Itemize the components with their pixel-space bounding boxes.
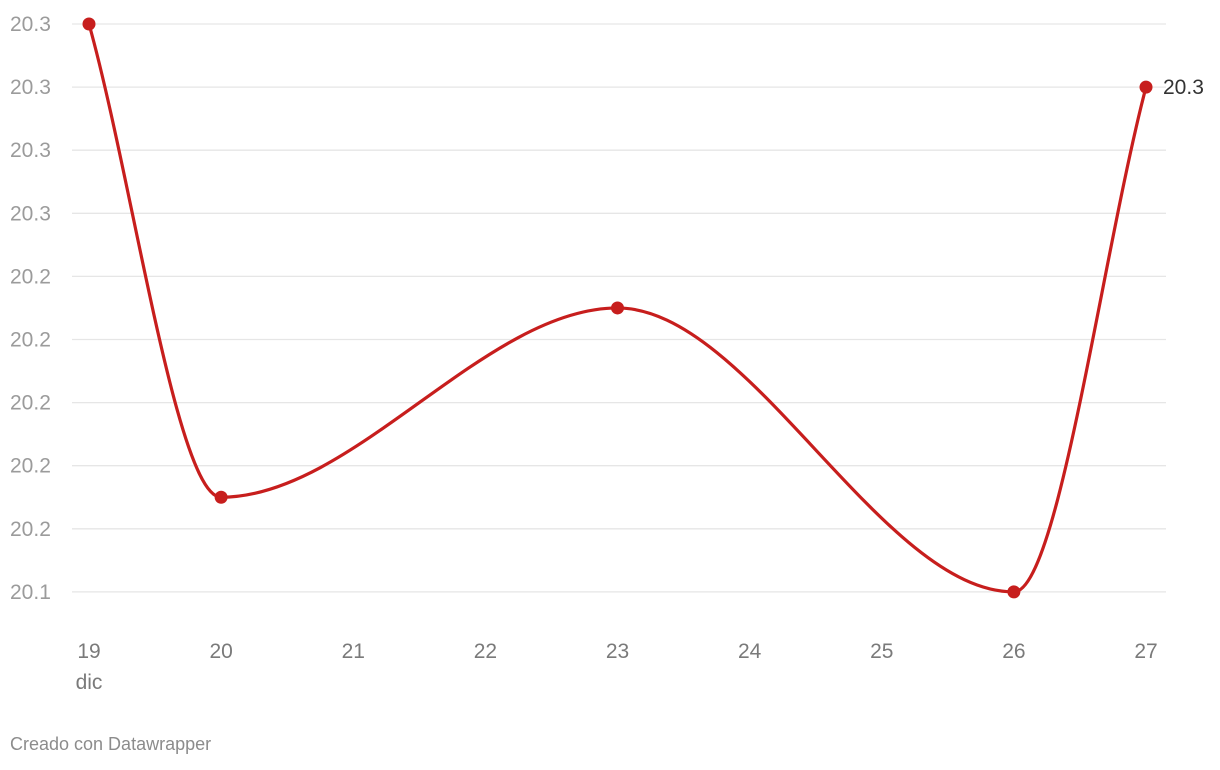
x-tick-label: 26 <box>1002 640 1025 663</box>
last-value-label: 20.3 <box>1163 76 1204 99</box>
data-point[interactable] <box>1007 585 1021 599</box>
y-tick-label: 20.2 <box>10 518 51 541</box>
x-tick-label: 22 <box>474 640 497 663</box>
x-tick-label: 21 <box>342 640 365 663</box>
data-point[interactable] <box>611 301 624 315</box>
y-tick-label: 20.3 <box>10 139 51 162</box>
x-axis-ticks: 19 20 21 22 23 24 25 26 27 dic <box>76 640 1158 694</box>
x-tick-label: 20 <box>209 640 232 663</box>
data-point[interactable] <box>214 490 228 504</box>
series-line <box>87 22 1148 594</box>
y-tick-label: 20.3 <box>10 76 51 99</box>
y-tick-label: 20.2 <box>10 265 51 288</box>
x-tick-label: 27 <box>1134 640 1157 663</box>
data-points <box>82 17 1153 599</box>
x-tick-label: 24 <box>738 640 762 663</box>
y-axis-ticks: 20.3 20.3 20.3 20.3 20.2 20.2 20.2 20.2 20.2 20.1 <box>10 13 51 604</box>
data-point[interactable] <box>82 17 96 31</box>
y-tick-label: 20.2 <box>10 455 51 478</box>
y-tick-label: 20.3 <box>10 202 51 225</box>
data-point[interactable] <box>1139 80 1153 94</box>
x-tick-label: 23 <box>606 640 629 663</box>
data-labels: 20.3 <box>1163 76 1204 99</box>
y-tick-label: 20.1 <box>10 581 51 604</box>
y-tick-label: 20.2 <box>10 329 51 352</box>
x-month-label: dic <box>76 671 103 694</box>
datawrapper-credit[interactable]: Creado con Datawrapper <box>10 734 212 754</box>
y-tick-label: 20.2 <box>10 392 51 415</box>
series-line-group <box>87 22 1148 594</box>
y-gridlines <box>72 23 1166 593</box>
x-tick-label: 19 <box>77 640 100 663</box>
y-tick-label: 20.3 <box>10 13 51 36</box>
x-tick-label: 25 <box>870 640 893 663</box>
